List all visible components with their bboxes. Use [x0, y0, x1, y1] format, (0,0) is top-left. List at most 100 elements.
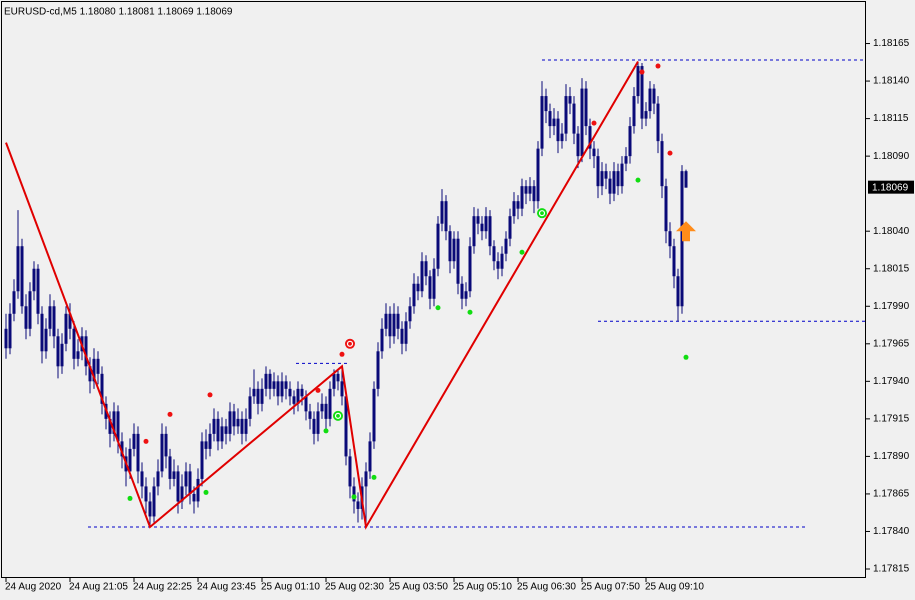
signal-ring-inner: [538, 210, 546, 217]
candle-body: [64, 313, 68, 344]
candle-body: [68, 313, 72, 329]
candle-body: [312, 418, 316, 434]
candle-body: [424, 261, 428, 277]
signal-dot: [667, 150, 673, 156]
candle-body: [372, 388, 376, 442]
x-tick-label: 25 Aug 09:10: [645, 582, 704, 593]
candle-body: [24, 306, 28, 329]
candle-body: [564, 96, 568, 134]
candle-body: [236, 418, 240, 427]
candle-body: [516, 201, 520, 209]
signal-dot: [351, 494, 357, 500]
candle-body: [560, 133, 564, 142]
candle-body: [612, 171, 616, 194]
candle-body: [264, 373, 268, 389]
candle-body: [144, 486, 148, 502]
candle-body: [204, 441, 208, 449]
signal-dot: [203, 489, 209, 495]
chart-title: EURUSD-cd,M5 1.18080 1.18081 1.18069 1.1…: [4, 7, 233, 18]
candle-body: [224, 426, 228, 434]
candle-body: [184, 471, 188, 487]
plot-border: [1, 1, 866, 578]
candle-body: [632, 96, 636, 127]
candle-body: [408, 306, 412, 322]
candle-body: [520, 186, 524, 209]
candle-body: [500, 253, 504, 269]
signal-ring: [537, 208, 547, 219]
candle-body: [220, 426, 224, 442]
candle-body: [392, 313, 396, 337]
candle-body: [128, 448, 132, 472]
candle-body: [652, 88, 656, 104]
candle-body: [528, 186, 532, 194]
candle-body: [164, 433, 168, 457]
candle-body: [636, 66, 640, 97]
candle-body: [496, 261, 500, 269]
candle-body: [216, 418, 220, 442]
x-tick-label: 25 Aug 06:30: [517, 582, 576, 593]
signal-dot: [519, 249, 525, 255]
x-tick-label: 24 Aug 2020: [5, 582, 62, 593]
candle-body: [96, 358, 100, 374]
candle-body: [108, 418, 112, 434]
candle-body: [60, 343, 64, 367]
candle-body: [20, 246, 24, 307]
candle-body: [624, 156, 628, 164]
candle-body: [376, 351, 380, 389]
y-tick-label: 1.17940: [873, 376, 910, 387]
x-tick-label: 25 Aug 07:50: [581, 582, 640, 593]
candle-body: [348, 456, 352, 487]
candle-body: [580, 88, 584, 157]
candle-body: [488, 216, 492, 247]
candle-body: [12, 291, 16, 314]
candle-body: [444, 201, 448, 232]
signal-dot: [467, 309, 473, 315]
candle-body: [244, 418, 248, 434]
signal-ring: [333, 410, 343, 421]
x-tick-label: 25 Aug 03:50: [389, 582, 448, 593]
candle-body: [324, 403, 328, 419]
candle-body: [440, 201, 444, 224]
candle-body: [48, 306, 52, 329]
y-tick-label: 1.18090: [873, 151, 910, 162]
candle-body: [180, 486, 184, 502]
candle-body: [176, 471, 180, 502]
signal-dot: [435, 305, 441, 311]
y-tick-label: 1.17965: [873, 338, 910, 349]
candle-body: [660, 141, 664, 187]
zigzag-line: [5, 61, 639, 530]
candle-body: [508, 216, 512, 239]
signal-ring: [345, 338, 355, 349]
candle-body: [248, 396, 252, 419]
candle-body: [364, 471, 368, 487]
candle-body: [240, 418, 244, 434]
candle-body: [336, 373, 340, 382]
signal-dot: [655, 63, 661, 69]
candle-body: [148, 501, 152, 517]
candle-body: [552, 118, 556, 127]
candle-body: [608, 178, 612, 194]
candle-body: [172, 471, 176, 479]
candle-body: [188, 471, 192, 494]
x-tick-label: 24 Aug 23:45: [197, 582, 256, 593]
candle-body: [420, 261, 424, 292]
candle-body: [196, 478, 200, 502]
candle-body: [684, 171, 688, 188]
y-tick-label: 1.18040: [873, 226, 910, 237]
candle-body: [28, 291, 32, 329]
candle-body: [136, 433, 140, 472]
candle-body: [352, 486, 356, 502]
candle-body: [676, 276, 680, 307]
candle-body: [620, 163, 624, 187]
candle-body: [576, 133, 580, 157]
candle-body: [356, 501, 360, 509]
candle-body: [396, 313, 400, 329]
signal-dot: [591, 120, 597, 126]
candle-body: [328, 388, 332, 419]
candle-body: [512, 201, 516, 217]
candle-body: [404, 321, 408, 344]
candle-body: [604, 171, 608, 179]
x-tick-label: 24 Aug 21:05: [69, 582, 128, 593]
candle-body: [368, 441, 372, 472]
